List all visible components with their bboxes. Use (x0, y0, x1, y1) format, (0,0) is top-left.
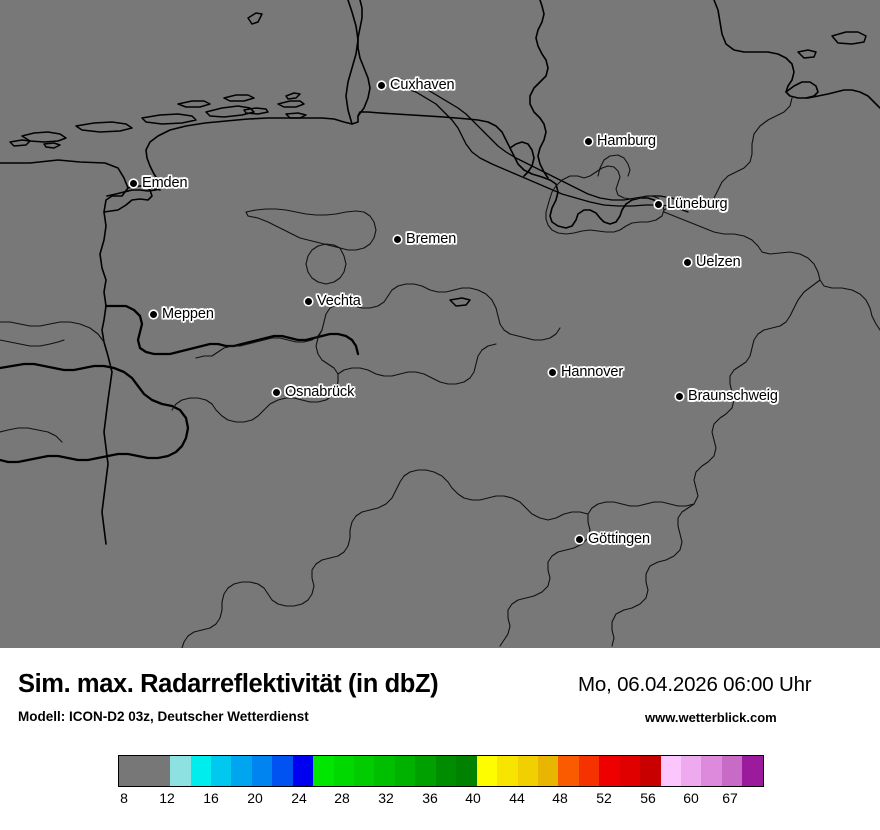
colorbar-swatch (578, 756, 600, 786)
colorbar-tick-label: 52 (596, 790, 612, 806)
colorbar-swatch (170, 756, 191, 786)
city-label: Emden (142, 175, 188, 191)
colorbar-tick-row: 8 12 16 20 24 28 32 36 40 44 48 52 56 60 67 (0, 790, 880, 812)
footer-panel: Sim. max. Radarreflektivität (in dbZ) Mo… (0, 648, 880, 830)
city-dot-icon (378, 81, 385, 89)
city-marker-uelzen[interactable]: Uelzen (684, 254, 741, 270)
colorbar-swatch (742, 756, 763, 786)
city-label: Hannover (561, 364, 624, 380)
city-marker-braunschweig[interactable]: Braunschweig (676, 388, 778, 404)
colorbar-swatch (558, 756, 579, 786)
colorbar-tick-label: 8 (120, 790, 128, 806)
city-label: Uelzen (696, 254, 741, 270)
colorbar-swatch (119, 756, 171, 786)
colorbar-tick-label: 56 (640, 790, 656, 806)
colorbar-tick-label: 28 (334, 790, 350, 806)
city-label: Braunschweig (688, 388, 778, 404)
colorbar-tick-label: 12 (159, 790, 175, 806)
colorbar-swatch (456, 756, 477, 786)
city-marker-osnabrueck[interactable]: Osnabrück (273, 384, 354, 400)
colorbar-swatch (394, 756, 416, 786)
city-dot-icon (273, 388, 280, 396)
city-label: Göttingen (588, 531, 650, 547)
city-dot-icon (585, 137, 592, 145)
colorbar-swatch (497, 756, 518, 786)
city-label: Osnabrück (285, 384, 355, 400)
colorbar-tick-label: 16 (203, 790, 219, 806)
colorbar-tick-label: 44 (509, 790, 525, 806)
colorbar-tick-label: 48 (552, 790, 568, 806)
colorbar-swatch (313, 756, 334, 786)
city-marker-lueneburg[interactable]: Lüneburg (655, 196, 728, 212)
city-label: Cuxhaven (390, 77, 455, 93)
city-marker-vechta[interactable]: Vechta (305, 293, 361, 309)
city-dot-icon (676, 392, 683, 400)
colorbar-tick-label: 36 (422, 790, 438, 806)
colorbar-swatch (415, 756, 436, 786)
colorbar-tick-label: 60 (683, 790, 699, 806)
map-canvas[interactable]: Cuxhaven Hamburg Emden Lüneburg Bremen U… (0, 0, 880, 648)
colorbar-swatch (681, 756, 702, 786)
page-title: Sim. max. Radarreflektivität (in dbZ) (18, 670, 439, 698)
city-marker-hannover[interactable]: Hannover (549, 364, 623, 380)
city-label: Meppen (162, 306, 214, 322)
colorbar-swatch (537, 756, 559, 786)
colorbar-swatch (517, 756, 538, 786)
forecast-timestamp: Mo, 06.04.2026 06:00 Uhr (578, 673, 812, 696)
colorbar-swatch (210, 756, 232, 786)
colorbar (118, 755, 764, 787)
colorbar-swatch (231, 756, 252, 786)
colorbar-swatch (292, 756, 314, 786)
city-marker-cuxhaven[interactable]: Cuxhaven (378, 77, 455, 93)
colorbar-tick-label: 32 (378, 790, 394, 806)
map-geometry (0, 0, 880, 648)
city-marker-emden[interactable]: Emden (130, 175, 188, 191)
colorbar-tick-label: 24 (291, 790, 307, 806)
city-label: Bremen (406, 231, 457, 247)
model-subtitle: Modell: ICON-D2 03z, Deutscher Wetterdie… (18, 709, 309, 724)
colorbar-swatch (619, 756, 641, 786)
colorbar-swatch (251, 756, 273, 786)
city-label: Lüneburg (667, 196, 728, 212)
city-marker-goettingen[interactable]: Göttingen (576, 531, 650, 547)
colorbar-swatch (374, 756, 395, 786)
colorbar-swatch (354, 756, 375, 786)
city-label: Hamburg (597, 133, 656, 149)
colorbar-tick-label: 20 (247, 790, 263, 806)
city-dot-icon (130, 179, 137, 187)
city-dot-icon (576, 535, 583, 543)
city-marker-hamburg[interactable]: Hamburg (585, 133, 656, 149)
colorbar-swatch (721, 756, 743, 786)
colorbar-tick-label: 67 (722, 790, 738, 806)
city-marker-bremen[interactable]: Bremen (394, 231, 456, 247)
colorbar-swatch (272, 756, 293, 786)
city-dot-icon (150, 310, 157, 318)
colorbar-swatch (476, 756, 498, 786)
city-marker-meppen[interactable]: Meppen (150, 306, 214, 322)
colorbar-swatch (599, 756, 620, 786)
city-dot-icon (549, 368, 556, 376)
website-label: www.wetterblick.com (645, 710, 777, 725)
colorbar-swatch (190, 756, 211, 786)
colorbar-swatch (435, 756, 457, 786)
colorbar-swatch (640, 756, 661, 786)
city-label: Vechta (317, 293, 361, 309)
city-dot-icon (394, 235, 401, 243)
colorbar-swatch (660, 756, 682, 786)
city-dot-icon (305, 297, 312, 305)
city-dot-icon (684, 258, 691, 266)
colorbar-swatch (333, 756, 355, 786)
city-dot-icon (655, 200, 662, 208)
colorbar-tick-label: 40 (465, 790, 481, 806)
colorbar-swatch (701, 756, 722, 786)
